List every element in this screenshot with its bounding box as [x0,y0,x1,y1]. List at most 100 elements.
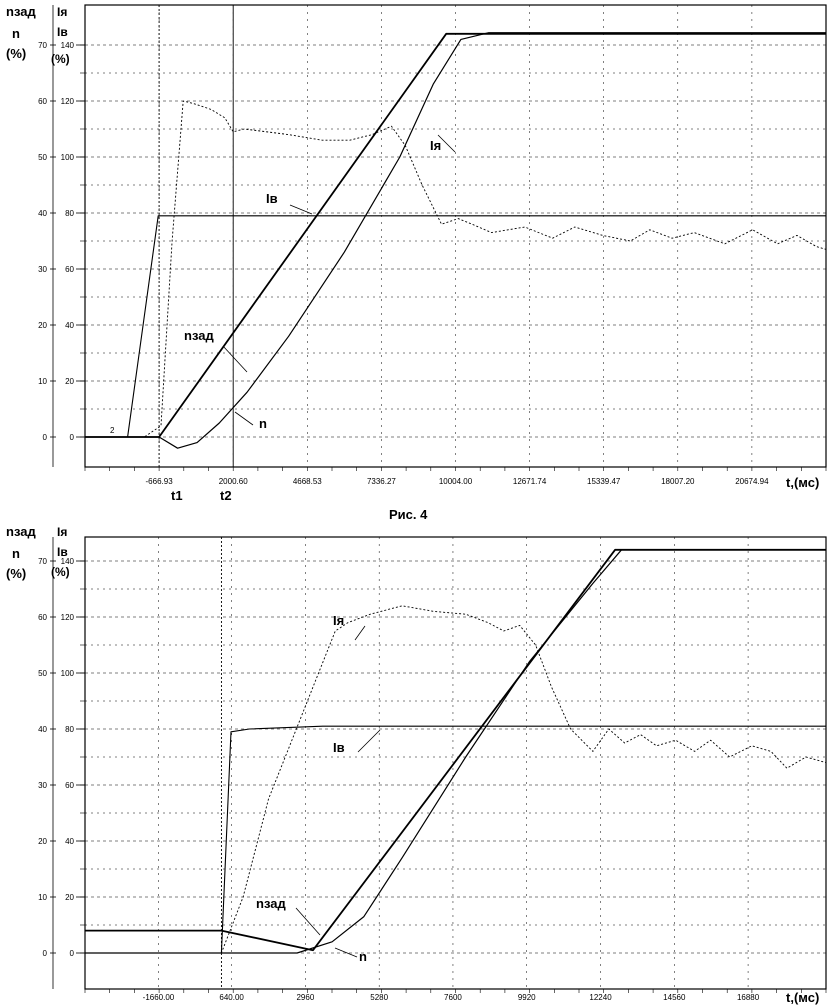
chart-2-series [85,548,827,954]
ytick-right-label: 80 [65,209,74,218]
xtick-label: 12671.74 [513,477,547,486]
ytick-right-label: 60 [65,265,74,274]
chart-2-label-n: n [359,949,367,964]
chart-2-ylabel-field-unit: (%) [51,565,70,579]
chart-2-axis: 706050403020100140120100806040200-1660.0… [38,537,827,1002]
ytick-left-label: 0 [43,949,48,958]
ytick-left-label: 40 [38,725,47,734]
ytick-right-label: 120 [61,613,75,622]
label-leader-line [234,411,254,426]
ytick-right-label: 60 [65,781,74,790]
chart-1-ylabel-armature: Iя [57,5,67,19]
chart-2-ylabel-speed-2: n [12,546,20,561]
chart-1-marker-t1: t1 [171,488,183,503]
chart-2-frame [84,536,827,990]
ytick-left-label: 60 [38,613,47,622]
chart-1-ylabel-speed-3: (%) [6,46,26,61]
chart-2-ylabel-speed-3: (%) [6,566,26,581]
chart-1-xlabel: t,(мс) [786,475,819,490]
series-line-Iя [85,100,827,438]
label-leader-line [437,134,456,153]
xtick-label: -1660.00 [143,993,175,1002]
ytick-right-label: 140 [61,557,75,566]
series-line-n [85,32,826,449]
ytick-left-label: 30 [38,265,47,274]
label-leader-line [354,625,366,641]
label-leader-line [334,947,358,958]
chart-2-ylabel-speed-1: nзад [6,524,36,539]
chart-1-ylabel-field-unit: (%) [51,52,70,66]
xtick-label: 4668.53 [293,477,322,486]
chart-2-ylabel-armature: Iя [57,525,67,539]
xtick-label: 7336.27 [367,477,396,486]
xtick-label: 5280 [370,993,388,1002]
ytick-left-label: 30 [38,781,47,790]
xtick-label: 2960 [296,993,314,1002]
chart-2-label-Iv: Iв [333,740,345,755]
series-line-Iя [85,605,827,954]
ytick-left-label: 50 [38,153,47,162]
ytick-right-label: 40 [65,321,74,330]
ytick-right-label: 120 [61,97,75,106]
label-leader-line [289,204,313,215]
chart-1-ylabel-speed-1: nзад [6,4,36,19]
series-line-Iв [85,215,826,438]
chart-1-ylabel-field: Iв [57,25,68,39]
chart-1-series [85,32,827,449]
chart-1-label-nzad: nзад [184,328,214,343]
chart-1-marker-t2: t2 [220,488,232,503]
ytick-left-label: 60 [38,97,47,106]
ytick-left-label: 20 [38,321,47,330]
xtick-label: 18007.20 [661,477,695,486]
series-line-Iв [85,725,826,954]
xtick-label: 16880 [737,993,760,1002]
xtick-label: -666.93 [146,477,174,486]
xtick-label: 640.00 [219,993,244,1002]
chart-2: 706050403020100140120100806040200-1660.0… [6,524,827,1005]
chart-2-grid [85,537,826,989]
ytick-left-label: 10 [38,893,47,902]
chart-1-label-Iv: Iв [266,191,278,206]
ytick-left-label: 10 [38,377,47,386]
series-line-n [85,549,826,954]
chart-2-xlabel: t,(мс) [786,990,819,1005]
chart-1-label-Iya: Iя [430,138,441,153]
figure-caption: Рис. 4 [389,507,428,522]
ytick-right-label: 20 [65,893,74,902]
xtick-label: 14560 [663,993,686,1002]
ytick-left-label: 40 [38,209,47,218]
xtick-label: 7600 [444,993,462,1002]
xtick-label: 2000.60 [219,477,248,486]
label-leader-line [295,907,321,936]
ytick-right-label: 100 [61,153,75,162]
chart-1: 706050403020100140120100806040200-666.93… [6,4,827,503]
chart-1-grid [85,5,826,467]
chart-1-label-n: n [259,416,267,431]
chart-1-ylabel-speed-2: n [12,26,20,41]
chart-2-ylabel-field: Iв [57,545,68,559]
ytick-right-label: 80 [65,725,74,734]
ytick-left-label: 50 [38,669,47,678]
ytick-right-label: 140 [61,41,75,50]
chart-1-small-label: 2 [110,426,115,435]
ytick-left-label: 70 [38,557,47,566]
ytick-right-label: 100 [61,669,75,678]
label-leader-line [222,345,248,373]
ytick-left-label: 70 [38,41,47,50]
label-leader-line [357,729,381,753]
xtick-label: 9920 [518,993,536,1002]
ytick-right-label: 0 [70,949,75,958]
chart-2-label-nzad: nзад [256,896,286,911]
ytick-right-label: 0 [70,433,75,442]
xtick-label: 15339.47 [587,477,621,486]
ytick-left-label: 0 [43,433,48,442]
xtick-label: 10004.00 [439,477,473,486]
xtick-label: 12240 [589,993,612,1002]
chart-2-label-Iya: Iя [333,613,344,628]
ytick-right-label: 40 [65,837,74,846]
ytick-left-label: 20 [38,837,47,846]
chart-1-axis: 706050403020100140120100806040200-666.93… [38,5,827,486]
ytick-right-label: 20 [65,377,74,386]
xtick-label: 20674.94 [735,477,769,486]
